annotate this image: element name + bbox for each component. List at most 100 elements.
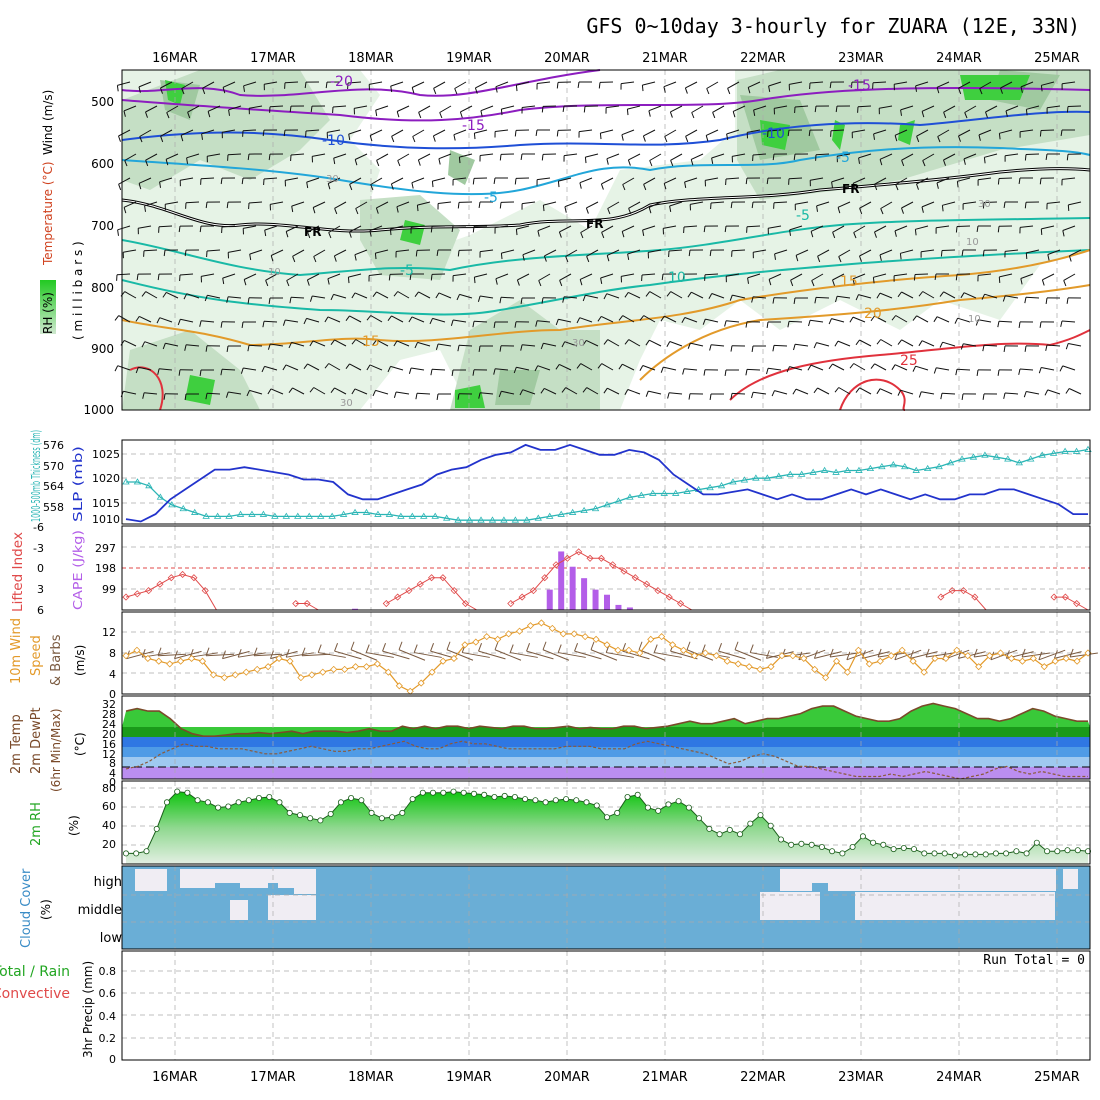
wind-barb-shaft xyxy=(621,225,635,232)
wind-barb-flag xyxy=(396,206,399,213)
wind-barb-flag xyxy=(709,393,712,400)
wind-barb-shaft xyxy=(285,319,299,323)
wind-barb-flag xyxy=(457,202,460,209)
precip-panel: Run Total = 0 0.8 0.6 0.4 0.2 0 Total / … xyxy=(0,950,1091,1066)
wind-barb-shaft xyxy=(956,368,971,371)
rh2m-point xyxy=(389,814,396,821)
wind-barb-flag xyxy=(813,342,817,349)
wind-barb-flag xyxy=(561,341,566,348)
wind-barb-shaft xyxy=(480,295,494,299)
wind10-point xyxy=(133,646,141,654)
rh2m-point xyxy=(123,850,130,857)
wind-barb-flag xyxy=(117,229,119,236)
rh2m-point xyxy=(563,796,570,803)
bottom-date-label: 23MAR xyxy=(838,1070,884,1085)
wind-barb-shaft xyxy=(915,365,929,371)
wind-barb-flag xyxy=(202,88,206,95)
wind-barb-shaft xyxy=(480,392,494,395)
wind10-point xyxy=(964,652,972,660)
wind-barb-shaft xyxy=(600,273,614,279)
wind-barb-flag xyxy=(396,111,400,118)
wind-barb-flag xyxy=(943,112,947,119)
wind-barb-flag xyxy=(451,369,454,376)
wind-barb-flag xyxy=(160,87,163,94)
ytick-mb: 700 xyxy=(91,219,114,233)
thickness-yticks: 576 570 564 558 xyxy=(43,439,64,514)
ytick-mb: 1000 xyxy=(83,403,114,417)
wind-barb-shaft xyxy=(1026,391,1040,395)
wind-barb-shaft xyxy=(795,343,809,347)
lifted-index-point xyxy=(416,580,424,588)
wind-barb-flag xyxy=(1066,106,1069,113)
ylabel-wind10-a: 10m Wind xyxy=(9,618,24,684)
wind-barb-flag xyxy=(183,293,188,300)
wind-barb-shaft xyxy=(376,291,389,299)
wind-barb-shaft xyxy=(858,294,872,299)
wind-barb-flag xyxy=(414,342,418,349)
thickness-point xyxy=(901,462,909,470)
wind-barb-flag xyxy=(286,280,290,287)
thickness-point xyxy=(546,512,554,519)
wind-barb-shaft xyxy=(1046,344,1061,347)
wind-barb-shaft xyxy=(600,129,614,134)
wind-barb-flag xyxy=(915,85,917,92)
thickness-point xyxy=(958,455,966,462)
lifted-index-point xyxy=(609,561,617,569)
cloud-panel: high middle low Cloud Cover (%) xyxy=(19,865,1091,950)
wind-barb-shaft xyxy=(265,273,278,281)
lifted-index-markers xyxy=(122,548,1089,611)
wind-barb-flag xyxy=(855,387,860,393)
wind-barb-flag xyxy=(876,388,881,395)
wind-barb-shaft xyxy=(187,105,200,113)
wind-barb-flag xyxy=(628,208,632,215)
wind10-barb-shaft xyxy=(205,653,235,657)
wind-barb-shaft xyxy=(145,153,158,161)
wind10-barb-flag xyxy=(861,650,866,659)
wind-barb-shaft xyxy=(586,201,599,209)
lifted-index-point xyxy=(948,587,956,595)
wind-barb-flag xyxy=(712,112,716,119)
wind-barb-shaft xyxy=(159,317,173,323)
wind-barb-shaft xyxy=(558,318,572,323)
wind-barb-shaft xyxy=(1041,225,1055,230)
contour-label: 30 xyxy=(326,174,339,185)
wind-barb-shaft xyxy=(307,273,320,281)
wind-barb-shaft xyxy=(1062,177,1076,180)
wind-barb-shaft xyxy=(985,105,998,113)
wind-barb-shaft xyxy=(999,273,1013,278)
wind-barb-flag xyxy=(998,276,1001,283)
wind-barb-shaft xyxy=(621,273,635,277)
lifted-index-point xyxy=(394,593,402,601)
thickness-point xyxy=(843,466,852,473)
rh2m-point xyxy=(665,801,672,808)
thickness-point xyxy=(328,512,336,519)
wind-barb-shaft xyxy=(249,389,263,395)
wind-barb-shaft xyxy=(731,392,746,395)
wind10-point xyxy=(122,652,130,660)
wind-barb-shaft xyxy=(432,317,446,323)
ytick-lifted-index: 0 xyxy=(37,562,44,575)
lifted-index-point xyxy=(145,587,153,595)
wind-barb-shaft xyxy=(628,339,641,347)
wind-barb-flag xyxy=(555,364,560,370)
rh2m-point xyxy=(706,825,713,832)
wind-barb-flag xyxy=(178,369,181,376)
lifted-index-point xyxy=(292,599,300,608)
wind-barb-shaft xyxy=(579,177,593,184)
wind-barb-flag xyxy=(793,297,796,304)
wind-barb-flag xyxy=(417,159,421,166)
wind-barb-flag xyxy=(786,366,790,373)
wind-barb-shaft xyxy=(1005,153,1019,157)
wind-barb-flag xyxy=(685,136,689,143)
wind-barb-shaft xyxy=(206,249,221,252)
isotherm-minus20 xyxy=(121,69,601,97)
ylabel-lifted-index: Lifted Index xyxy=(11,532,26,612)
wind-barb-flag xyxy=(1068,255,1072,262)
wind-barb-shaft xyxy=(306,177,320,183)
wind-barb-shaft xyxy=(684,177,698,183)
wind-barb-flag xyxy=(541,106,544,113)
ylabel-cloud: Cloud Cover xyxy=(19,868,34,948)
rh2m-markers xyxy=(123,788,1092,859)
wind-barb-shaft xyxy=(201,320,215,323)
wind-barb-flag xyxy=(981,293,986,300)
